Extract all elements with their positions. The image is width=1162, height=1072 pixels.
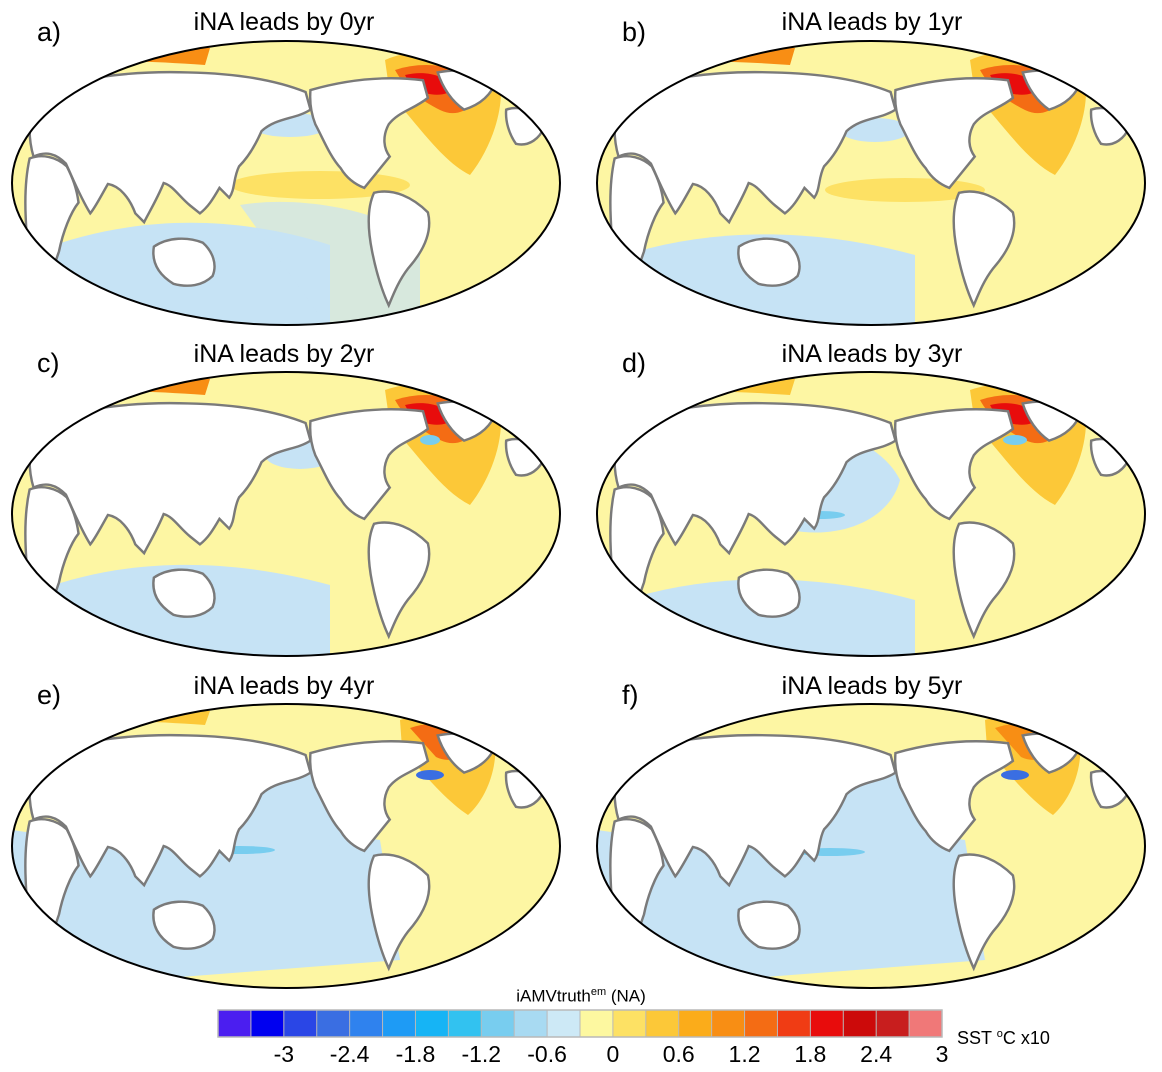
colorbar-cell: [316, 1010, 351, 1037]
colorbar-cell: [612, 1010, 647, 1037]
panel-e-letter: e): [37, 680, 62, 710]
colorbar-unit-suffix: C x10: [1002, 1028, 1050, 1048]
panel-b-letter: b): [622, 17, 647, 47]
colorbar-cell: [514, 1010, 548, 1037]
colorbar-tick-label: -2.4: [329, 1041, 370, 1067]
colorbar-cell: [547, 1010, 581, 1037]
panel-c-title: iNA leads by 2yr: [193, 340, 375, 368]
colorbar-unit-sup: o: [996, 1028, 1003, 1040]
colorbar-cell: [810, 1010, 844, 1037]
colorbar-cell: [349, 1010, 384, 1037]
colorbar-title-main: iAMVtruth: [516, 986, 591, 1006]
colorbar-cell: [711, 1010, 746, 1037]
colorbar-cell: [909, 1010, 943, 1037]
colorbar-tick-label: 0: [606, 1041, 620, 1067]
colorbar: [217, 1009, 943, 1038]
panel-a-letter: a): [37, 17, 62, 47]
colorbar-tick-label: 2.4: [860, 1041, 893, 1067]
panel-f-title: iNA leads by 5yr: [781, 672, 963, 700]
map-panel-f: [596, 703, 1146, 989]
colorbar-cell: [250, 1010, 285, 1037]
panel-a-title: iNA leads by 0yr: [193, 8, 375, 36]
colorbar-title-suffix: (NA): [606, 986, 646, 1006]
panel-f-letter: f): [622, 680, 639, 710]
colorbar-unit: SST oC x10: [957, 1028, 1050, 1049]
colorbar-cell: [580, 1010, 614, 1037]
colorbar-tick-label: 3: [935, 1041, 949, 1067]
colorbar-cell: [678, 1010, 713, 1037]
colorbar-tick-label: -1.2: [461, 1041, 502, 1067]
colorbar-cell: [283, 1010, 318, 1037]
panel-d-letter: d): [622, 348, 647, 378]
panel-b-title: iNA leads by 1yr: [781, 8, 963, 36]
colorbar-cell: [777, 1010, 811, 1037]
colorbar-unit-prefix: SST: [957, 1028, 997, 1048]
colorbar-title-sup: em: [590, 986, 607, 998]
colorbar-frame: [217, 1009, 943, 1038]
colorbar-cell: [876, 1010, 910, 1037]
panel-e-title: iNA leads by 4yr: [193, 672, 375, 700]
map-panel-b: [596, 40, 1146, 326]
map-panel-c: [11, 371, 561, 657]
map-panel-e: [11, 703, 561, 989]
colorbar-cell: [218, 1010, 252, 1037]
map-panel-a: [11, 40, 561, 326]
colorbar-cell: [744, 1010, 778, 1037]
colorbar-tick-label: -0.6: [527, 1041, 567, 1067]
colorbar-tick-label: -3: [273, 1041, 295, 1067]
colorbar-tick-label: 1.2: [728, 1041, 761, 1067]
colorbar-tick-label: 1.8: [794, 1041, 827, 1067]
colorbar-title: iAMVtruthem (NA): [0, 986, 1162, 1007]
colorbar-cell: [843, 1010, 877, 1037]
panel-d-title: iNA leads by 3yr: [781, 340, 963, 368]
colorbar-cell: [382, 1010, 416, 1037]
colorbar-cell: [645, 1010, 680, 1037]
colorbar-tick-label: -1.8: [395, 1041, 436, 1067]
colorbar-cell: [448, 1010, 482, 1037]
colorbar-cell: [481, 1010, 515, 1037]
panel-c-letter: c): [37, 348, 60, 378]
colorbar-cell: [415, 1010, 449, 1037]
map-panel-d: [596, 371, 1146, 657]
colorbar-tick-label: 0.6: [662, 1041, 695, 1067]
